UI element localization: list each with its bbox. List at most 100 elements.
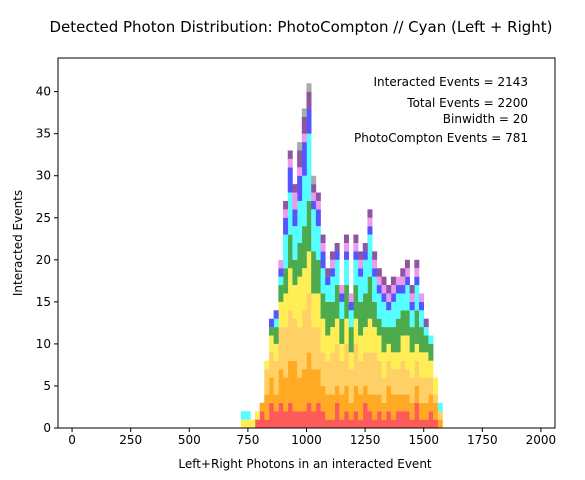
bar-segment [329,268,335,277]
bar-segment [390,293,396,302]
bar-segment [376,268,382,277]
bar-segment [325,268,331,277]
bar-segment [278,276,284,286]
bar-segment [311,293,317,328]
y-tick-label: 30 [36,169,51,183]
bar-segment [358,259,364,269]
bar-segment [433,394,439,403]
bar-segment [268,402,274,428]
bar-segment [315,259,321,294]
bar-segment [362,352,368,386]
stats-box: Interacted Events = 2143 Total Events = … [354,75,528,145]
bar-segment [404,276,410,286]
bar-segment [395,276,401,286]
bar-segment [292,184,298,193]
bar-segment [395,352,401,370]
bar-segment [362,327,368,353]
bar-segment [311,192,317,201]
bar-segment [395,285,401,294]
bar-segment [344,343,349,386]
bar-segment [433,377,439,395]
bar-segment [315,200,321,210]
y-tick-label: 25 [36,211,51,225]
bar-segment [414,385,420,403]
bar-segment [287,268,293,311]
chart-title: Detected Photon Distribution: PhotoCompt… [49,18,552,36]
bar-segment [273,318,279,328]
bar-segment [287,234,293,269]
bar-segment [329,394,335,420]
bar-segment [353,343,359,386]
bar-segment [409,285,415,294]
y-tick-label: 20 [36,253,51,267]
bar-segment [315,369,321,403]
bar-segment [381,419,387,428]
bar-segment [325,419,331,428]
bar-segment [301,142,307,176]
bar-segment [423,419,429,428]
bar-segment [273,360,279,395]
bar-segment [390,352,396,370]
stats-line-photocompton: PhotoCompton Events = 781 [354,131,528,145]
bar-segment [353,318,359,344]
bar-segment [320,251,326,269]
bar-segment [437,402,443,412]
bar-segment [376,293,382,319]
bar-segment [404,394,410,412]
bar-segment [400,268,406,277]
bar-segment [292,411,298,428]
y-tick-label: 10 [36,337,51,351]
bar-segment [283,209,289,218]
bar-segment [409,327,415,353]
bar-segment [386,343,392,361]
bar-segment [320,293,326,319]
bar-segment [353,285,359,319]
bar-segment [240,419,246,428]
bar-segment [409,310,415,328]
bar-segment [348,327,354,353]
bar-segment [390,327,396,353]
bar-segment [376,394,382,412]
bar-segment [297,276,303,328]
bar-segment [268,335,274,353]
bar-segment [376,318,382,336]
bar-segment [320,268,326,294]
x-tick-label: 1250 [350,433,381,447]
x-axis-label: Left+Right Photons in an interacted Even… [178,457,432,471]
bar-segment [423,335,429,353]
bar-segment [334,402,340,428]
stats-line-binwidth: Binwidth = 20 [443,112,528,126]
bar-segment [419,419,425,428]
x-tick-label: 1500 [408,433,439,447]
bar-segment [292,226,298,260]
bar-segment [400,411,406,428]
bar-segment [428,411,434,428]
bar-segment [315,327,321,370]
bar-segment [283,217,289,235]
bar-segment [268,377,274,403]
bar-segment [278,301,284,328]
bar-segment [367,234,373,277]
bar-segment [301,108,307,117]
bar-segment [240,411,246,420]
bar-segment [320,352,326,386]
bar-segment [329,251,335,260]
bar-segment [334,385,340,403]
bar-segment [311,327,317,370]
bar-segment [348,310,354,328]
bar-segment [400,335,406,361]
y-tick-label: 5 [43,379,51,393]
bar-segment [367,318,373,353]
x-tick-label: 750 [236,433,259,447]
bar-segment [297,175,303,201]
bar-segment [301,369,307,412]
bar-segment [287,158,293,168]
bar-segment [414,310,420,344]
bar-segment [254,419,260,428]
bar-segment [306,83,312,92]
bar-segment [433,402,439,420]
bar-segment [325,394,331,420]
bar-segment [297,167,303,176]
bar-segment [292,360,298,412]
bar-segment [339,360,345,395]
